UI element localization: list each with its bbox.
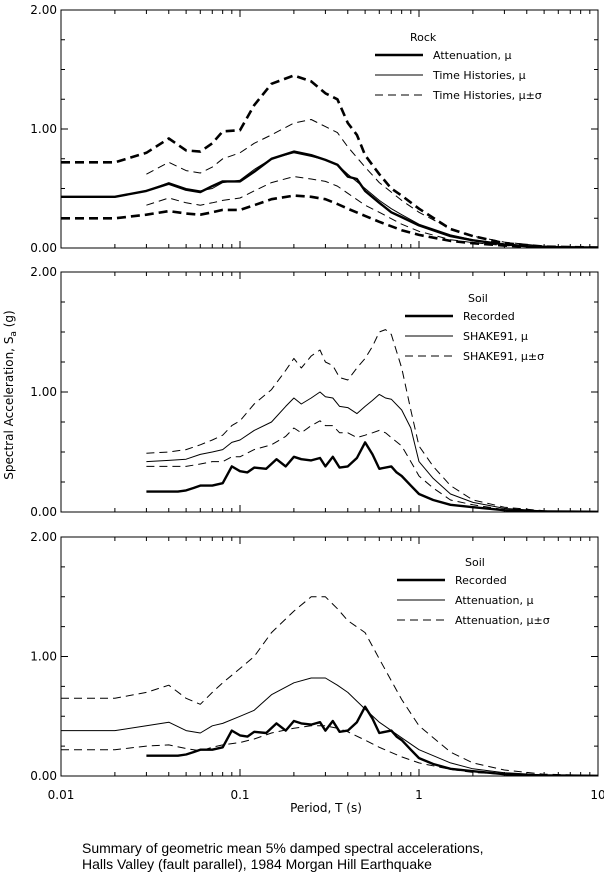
series-line-6 — [61, 194, 598, 248]
y-tick-label: 0.00 — [30, 241, 57, 255]
plot-frame — [60, 271, 599, 513]
series-line-2 — [146, 391, 598, 512]
plot-frame — [60, 9, 599, 249]
y-tick-label: 2.00 — [30, 265, 57, 279]
series-line-4 — [61, 725, 598, 776]
series-line-1 — [146, 705, 598, 776]
chart-panel-3: 0.00 1.00 2.00 0.01 0.1 1 10 Soil Recorded Attenu… — [30, 530, 604, 802]
x-tick-label: 10 — [590, 788, 604, 802]
legend-title: Rock — [410, 31, 437, 44]
legend-label: Time Histories, μ — [432, 69, 526, 82]
series-line-4 — [146, 420, 598, 512]
legend-label: Attenuation, μ±σ — [455, 614, 550, 627]
y-tick-label: 0.00 — [30, 505, 57, 519]
legend-title: Soil — [465, 556, 485, 569]
figure-caption: Summary of geometric mean 5% damped spec… — [82, 840, 582, 872]
legend-label: SHAKE91, μ — [463, 330, 528, 343]
x-tick-label: 1 — [415, 788, 423, 802]
y-tick-label: 1.00 — [30, 122, 57, 136]
legend-label: Attenuation, μ — [455, 594, 533, 607]
series-line-2 — [146, 152, 598, 248]
legend-label: Time Histories, μ±σ — [432, 89, 542, 102]
legend-label: SHAKE91, μ±σ — [463, 350, 544, 363]
legend-title: Soil — [468, 292, 488, 305]
y-tick-label: 0.00 — [30, 769, 57, 783]
chart-panel-2: 0.00 1.00 2.00 Soil Recorded SHAKE91, μ SHAKE9… — [30, 265, 599, 519]
x-axis-label: Period, T (s) — [290, 801, 362, 815]
y-tick-label: 1.00 — [30, 385, 57, 399]
series-line-3 — [61, 596, 598, 776]
plot-frame — [60, 536, 599, 777]
y-axis-label: Spectral Acceleration, Sa (g) — [2, 310, 19, 479]
x-tick-label: 0.01 — [48, 788, 75, 802]
x-tick-label: 0.1 — [230, 788, 249, 802]
legend-label: Recorded — [455, 574, 507, 587]
series-line-5 — [61, 74, 598, 248]
caption-line: Summary of geometric mean 5% damped spec… — [82, 840, 484, 856]
legend-label: Attenuation, μ — [433, 49, 511, 62]
legend-label: Recorded — [463, 310, 515, 323]
y-tick-label: 2.00 — [30, 3, 57, 17]
series-line-3 — [146, 329, 598, 512]
y-tick-label: 2.00 — [30, 530, 57, 544]
caption-line: Halls Valley (fault parallel), 1984 Morg… — [82, 856, 432, 872]
chart-panel-1: 0.00 1.00 2.00 Rock Attenuation, μ Time Histo… — [30, 3, 599, 255]
series-line-3 — [146, 119, 598, 248]
series-line-2 — [61, 677, 598, 776]
y-tick-label: 1.00 — [30, 650, 57, 664]
figure: 0.00 1.00 2.00 Rock Attenuation, μ Time Histo… — [2, 3, 604, 815]
series-line-1 — [146, 441, 598, 512]
